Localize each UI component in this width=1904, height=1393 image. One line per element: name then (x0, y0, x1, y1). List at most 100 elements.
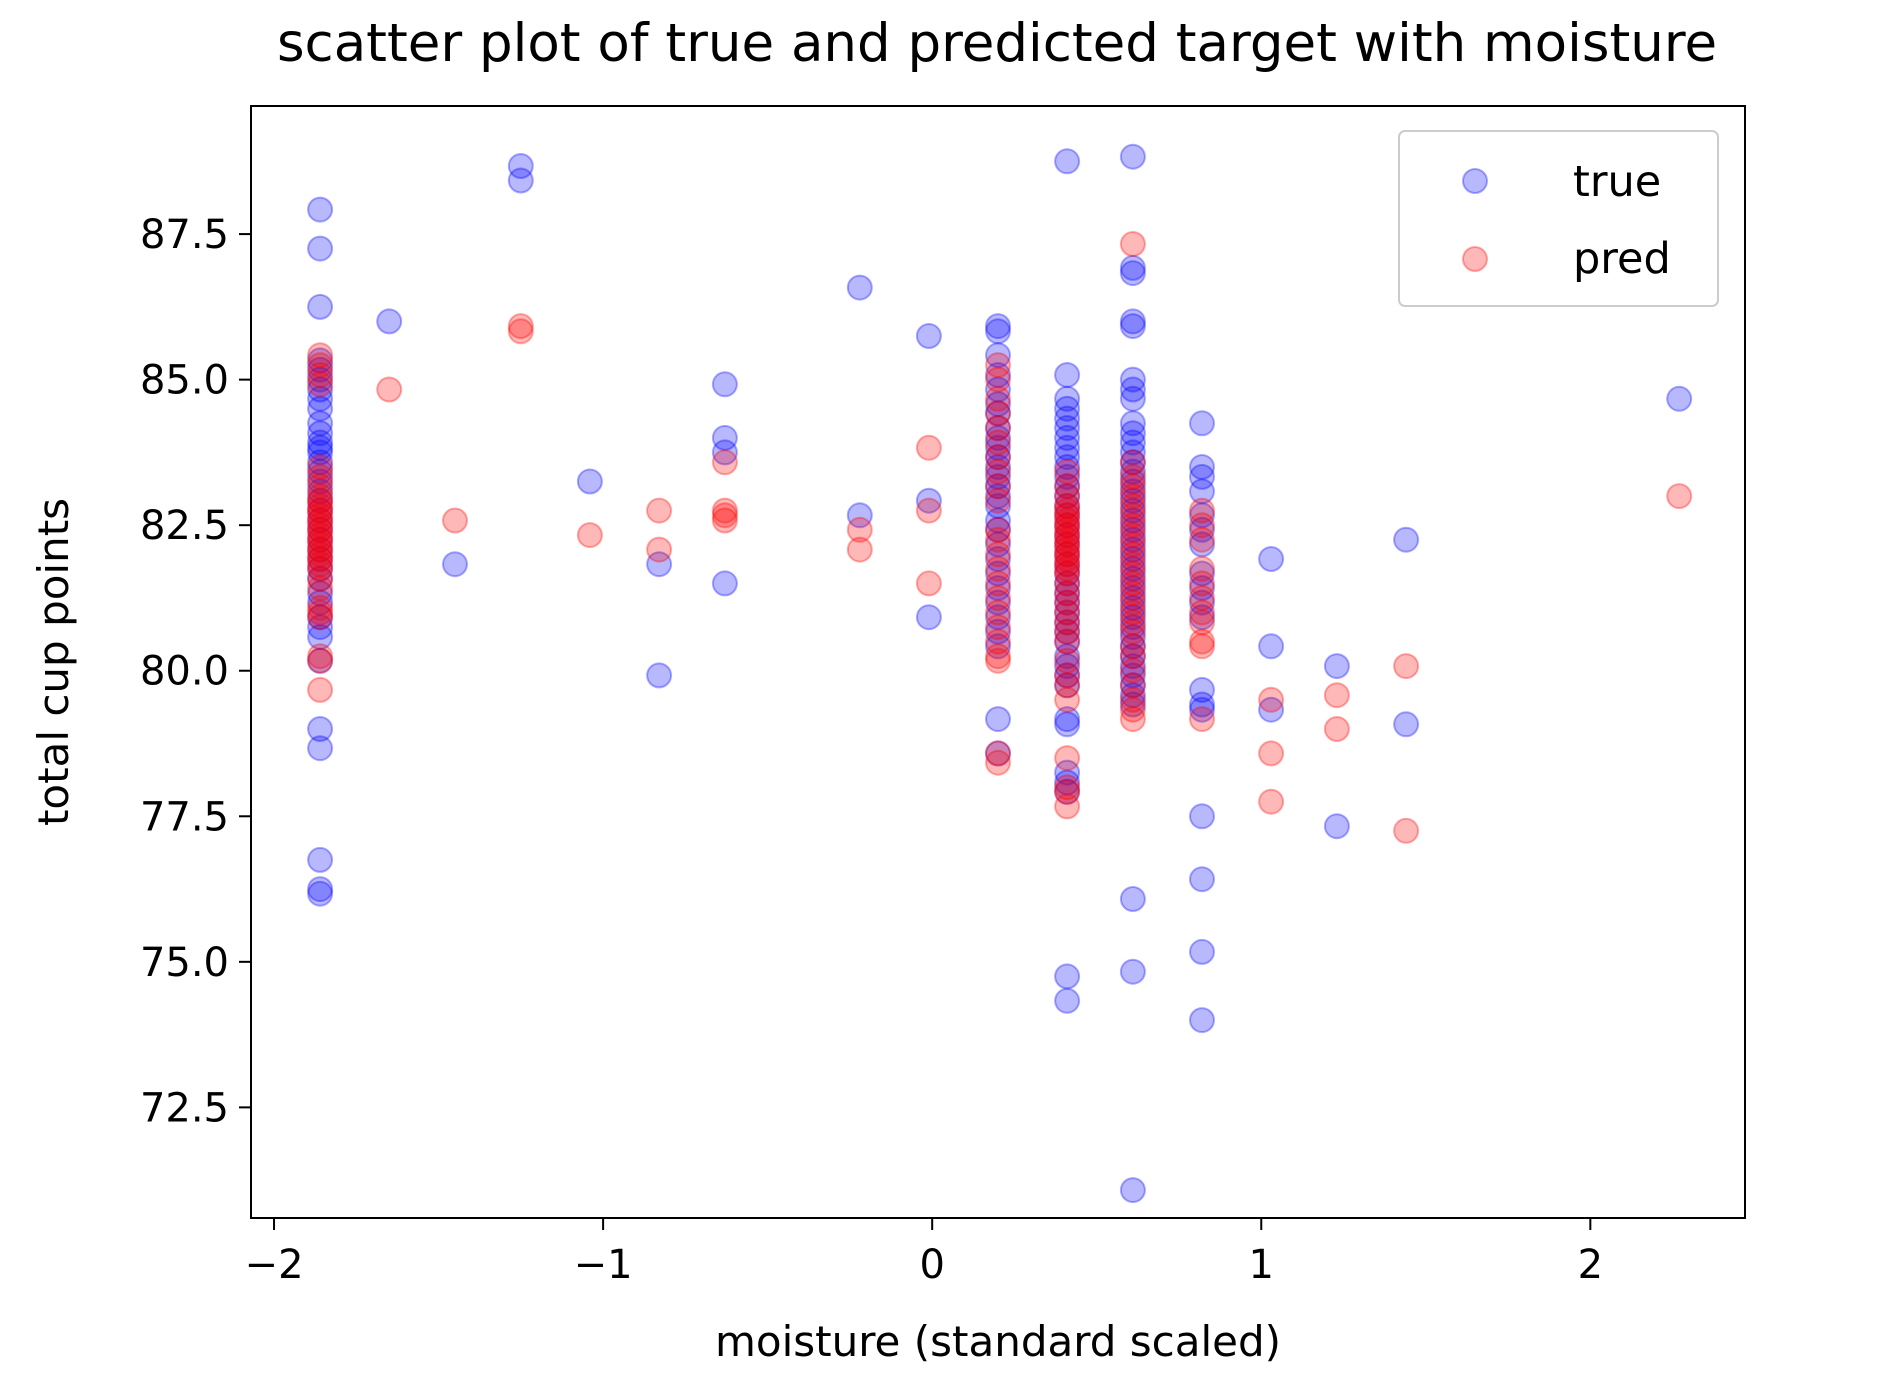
true-point (1054, 589, 1081, 616)
true-point (1666, 385, 1693, 412)
true-point (307, 497, 334, 524)
pred-point (1054, 502, 1081, 529)
pred-point (307, 473, 334, 500)
true-point (307, 604, 334, 631)
pred-point (985, 458, 1011, 485)
true-point (1054, 599, 1081, 626)
pred-point (846, 516, 873, 543)
y-tick-label: 87.5 (140, 212, 229, 258)
true-point (1054, 493, 1081, 519)
true-point (1189, 502, 1215, 529)
true-point (1189, 560, 1215, 587)
pred-point (1119, 686, 1146, 713)
pred-point (1119, 633, 1146, 660)
true-point (1054, 395, 1081, 422)
true-point (1054, 759, 1081, 786)
true-point (1189, 516, 1215, 543)
y-tick-label: 80.0 (140, 649, 229, 695)
pred-point (985, 555, 1011, 582)
true-point (1054, 706, 1081, 733)
true-point (1189, 589, 1215, 616)
pred-point (1189, 706, 1215, 733)
true-point (915, 487, 942, 514)
true-point (1119, 260, 1146, 287)
true-point (1054, 463, 1081, 490)
pred-point (307, 647, 334, 674)
pred-point (1054, 560, 1081, 587)
true-point (1054, 778, 1081, 805)
true-point (985, 434, 1011, 461)
true-point (1119, 308, 1146, 335)
x-tick-label: 2 (1578, 1242, 1603, 1288)
chart-title: scatter plot of true and predicted targe… (277, 13, 1717, 74)
pred-point (985, 740, 1011, 767)
pred-point (1054, 672, 1081, 699)
true-point (1054, 987, 1081, 1014)
legend: true pred (1398, 130, 1719, 307)
pred-point (1054, 526, 1081, 553)
pred-point (985, 487, 1011, 514)
pred-point (1393, 817, 1420, 844)
pred-point (1054, 458, 1081, 485)
true-point (985, 454, 1011, 480)
pred-point (307, 493, 334, 519)
true-point (1054, 618, 1081, 645)
pred-point (985, 599, 1011, 626)
pred-point (1119, 696, 1146, 723)
legend-box (1398, 130, 1719, 307)
pred-point (1258, 740, 1285, 767)
true-point (1054, 502, 1081, 529)
pred-point (711, 497, 738, 524)
true-point (1119, 575, 1146, 602)
pred-point (1119, 473, 1146, 500)
pred-point (1054, 473, 1081, 500)
true-point (1054, 483, 1081, 510)
true-point (307, 647, 334, 674)
pred-point (1054, 516, 1081, 543)
pred-point (985, 429, 1011, 456)
pred-point (307, 522, 334, 549)
true-point (1054, 473, 1081, 500)
pred-point (1119, 522, 1146, 549)
x-tick-label: −2 (245, 1242, 304, 1288)
true-point (985, 313, 1011, 340)
true-point (1119, 516, 1146, 543)
pred-point (1054, 507, 1081, 534)
pred-point (1119, 493, 1146, 519)
pred-point (307, 643, 334, 670)
true-point (1054, 424, 1081, 451)
true-point (307, 478, 334, 505)
pred-point (1666, 483, 1693, 510)
pred-point (985, 541, 1011, 568)
pred-point (1119, 560, 1146, 587)
pred-point (1189, 609, 1215, 636)
true-point (1119, 420, 1146, 447)
pred-point (307, 531, 334, 558)
pred-point (1189, 526, 1215, 553)
true-point (307, 196, 334, 223)
pred-point (985, 749, 1011, 776)
true-point (985, 633, 1011, 660)
x-axis-label: moisture (standard scaled) (715, 1317, 1281, 1366)
true-point (985, 507, 1011, 534)
true-point (307, 429, 334, 456)
pred-point (985, 614, 1011, 641)
legend-label-pred: pred (1573, 234, 1671, 284)
true-point (307, 516, 334, 543)
true-point (985, 400, 1011, 427)
pred-point (1054, 551, 1081, 578)
true-point (985, 376, 1011, 403)
pred-point (1119, 672, 1146, 699)
true-point (985, 575, 1011, 602)
y-axis-label: total cup points (29, 498, 78, 826)
true-point (1054, 512, 1081, 539)
true-point (1189, 938, 1215, 965)
true-point (1119, 546, 1146, 572)
pred-point (1189, 555, 1215, 582)
pred-point (1054, 483, 1081, 510)
true-point (846, 502, 873, 529)
pred-point (576, 522, 603, 549)
pred-point (915, 434, 942, 461)
true-point (1119, 643, 1146, 670)
true-point (307, 735, 334, 762)
